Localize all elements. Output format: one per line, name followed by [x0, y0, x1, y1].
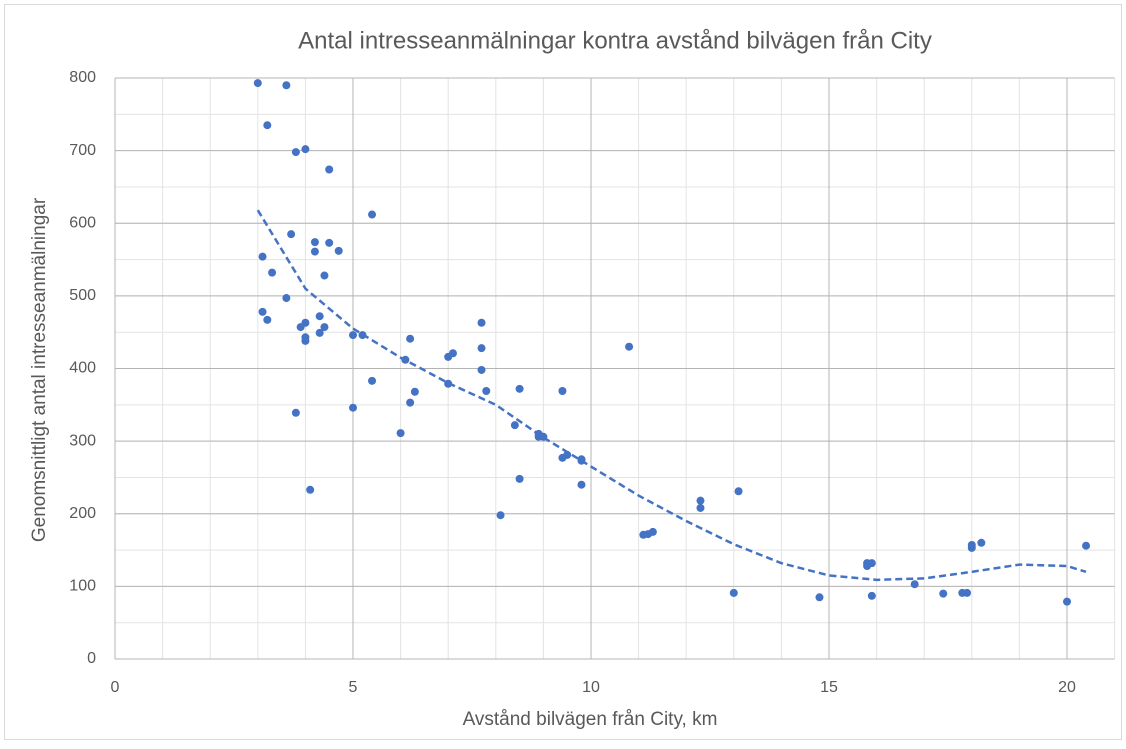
point	[625, 342, 634, 351]
point	[258, 307, 267, 316]
point	[325, 165, 334, 174]
y-tick-label: 800	[69, 69, 96, 86]
point	[296, 323, 305, 332]
point	[963, 588, 972, 597]
point	[368, 210, 377, 219]
point	[320, 271, 329, 280]
point	[696, 503, 705, 512]
point	[477, 344, 486, 353]
point	[401, 355, 410, 364]
point	[867, 591, 876, 600]
point	[268, 268, 277, 277]
point	[396, 429, 405, 438]
point	[282, 294, 291, 303]
x-tick-label: 10	[582, 679, 600, 696]
point	[910, 580, 919, 589]
x-axis-label: Avstånd bilvägen från City, km	[463, 709, 718, 730]
point	[315, 328, 324, 337]
point	[253, 79, 262, 88]
point	[477, 318, 486, 327]
y-tick-label: 100	[69, 578, 96, 595]
point	[315, 312, 324, 321]
point	[349, 403, 357, 412]
point	[639, 530, 648, 539]
point	[577, 480, 586, 489]
y-tick-label: 500	[69, 287, 96, 304]
y-tick-label: 200	[69, 505, 96, 522]
chart-border	[4, 4, 1122, 740]
point	[320, 323, 329, 332]
point	[534, 432, 543, 441]
point	[515, 384, 524, 393]
point	[729, 588, 738, 597]
point	[939, 589, 948, 598]
point	[334, 246, 343, 255]
x-tick-label: 15	[820, 679, 838, 696]
point	[577, 456, 586, 465]
y-axis-label: Genomsnittligt antal intresseanmälningar	[29, 197, 50, 542]
trendline	[256, 209, 1087, 582]
chart-title: Antal intresseanmälningar kontra avstånd…	[298, 27, 932, 54]
point	[444, 352, 453, 361]
point	[558, 387, 567, 396]
point	[310, 247, 319, 256]
point	[287, 230, 296, 239]
point	[477, 365, 486, 374]
point	[301, 336, 310, 345]
point	[406, 334, 415, 343]
point	[410, 387, 419, 396]
point	[696, 496, 705, 505]
point	[263, 315, 272, 324]
point	[258, 252, 267, 261]
point	[306, 485, 315, 494]
point	[734, 487, 743, 496]
point	[815, 593, 824, 602]
point	[291, 408, 300, 417]
point	[368, 376, 377, 385]
y-tick-label: 700	[69, 142, 96, 159]
point	[977, 538, 986, 547]
y-tick-label: 300	[69, 432, 96, 449]
point	[349, 331, 357, 340]
point	[967, 543, 976, 552]
point	[863, 562, 872, 571]
point	[515, 474, 524, 483]
point	[358, 331, 367, 340]
point	[444, 379, 453, 388]
point	[282, 81, 291, 90]
point	[325, 238, 334, 247]
point	[301, 145, 310, 154]
point	[1063, 597, 1071, 606]
point	[496, 511, 505, 520]
y-tick-label: 0	[87, 650, 96, 667]
y-tick-label: 600	[69, 214, 96, 231]
point	[263, 121, 272, 130]
point	[510, 421, 519, 430]
point	[291, 148, 300, 157]
y-tick-label: 400	[69, 360, 96, 377]
x-tick-label: 0	[111, 679, 120, 696]
point	[310, 238, 319, 247]
x-tick-label: 20	[1058, 679, 1076, 696]
point	[563, 450, 572, 459]
point	[482, 387, 491, 396]
x-tick-label: 5	[349, 679, 358, 696]
point	[1082, 541, 1091, 550]
point	[406, 398, 415, 407]
